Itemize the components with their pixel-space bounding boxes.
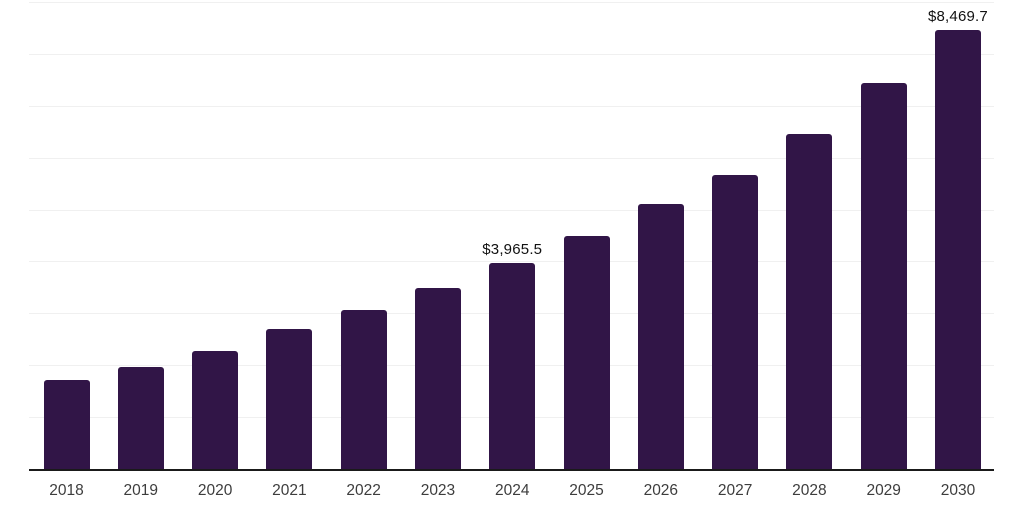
x-tick-label-2025: 2025: [569, 482, 604, 499]
gridline: [29, 2, 994, 3]
gridline: [29, 261, 994, 263]
bar-2025: [563, 235, 610, 469]
gridline: [29, 53, 994, 55]
x-tick-label-2023: 2023: [420, 482, 456, 499]
x-tick-label-2022: 2022: [346, 482, 381, 499]
bar-value-label-2030: $8,469.7: [927, 7, 988, 25]
x-tick-label-2018: 2018: [49, 482, 84, 499]
gridline: [29, 157, 994, 159]
bar-2021: [266, 328, 313, 469]
bar-2018: [43, 379, 90, 469]
bar-2030: [934, 29, 981, 469]
bar-2019: [117, 366, 164, 469]
gridline: [29, 209, 994, 211]
bar-2026: [637, 203, 684, 469]
bar-2020: [192, 351, 239, 469]
x-axis: 2018 2019 2020 2021 2022 2023 2024 2025 2026 2027…: [29, 482, 994, 506]
bar-2029: [860, 83, 907, 469]
x-tick-label-2020: 2020: [197, 482, 233, 499]
x-tick-label-2019: 2019: [123, 482, 159, 499]
x-tick-label-2024: 2024: [494, 482, 530, 499]
bar-2027: [712, 175, 759, 469]
x-tick-label-2029: 2029: [866, 482, 901, 499]
bar-2028: [786, 133, 833, 469]
x-tick-label-2028: 2028: [792, 482, 827, 499]
plot-area: $3,965.5 $8,469.7: [29, 2, 994, 471]
x-tick-label-2026: 2026: [643, 482, 679, 499]
bar-2022: [340, 309, 387, 469]
x-tick-label-2027: 2027: [717, 482, 753, 499]
x-tick-label-2030: 2030: [940, 482, 976, 499]
bar-2023: [414, 287, 461, 469]
gridline: [29, 105, 994, 107]
bar-2024: [489, 263, 536, 469]
bar-value-label-2024: $3,965.5: [482, 241, 543, 259]
x-tick-label-2021: 2021: [272, 482, 307, 499]
